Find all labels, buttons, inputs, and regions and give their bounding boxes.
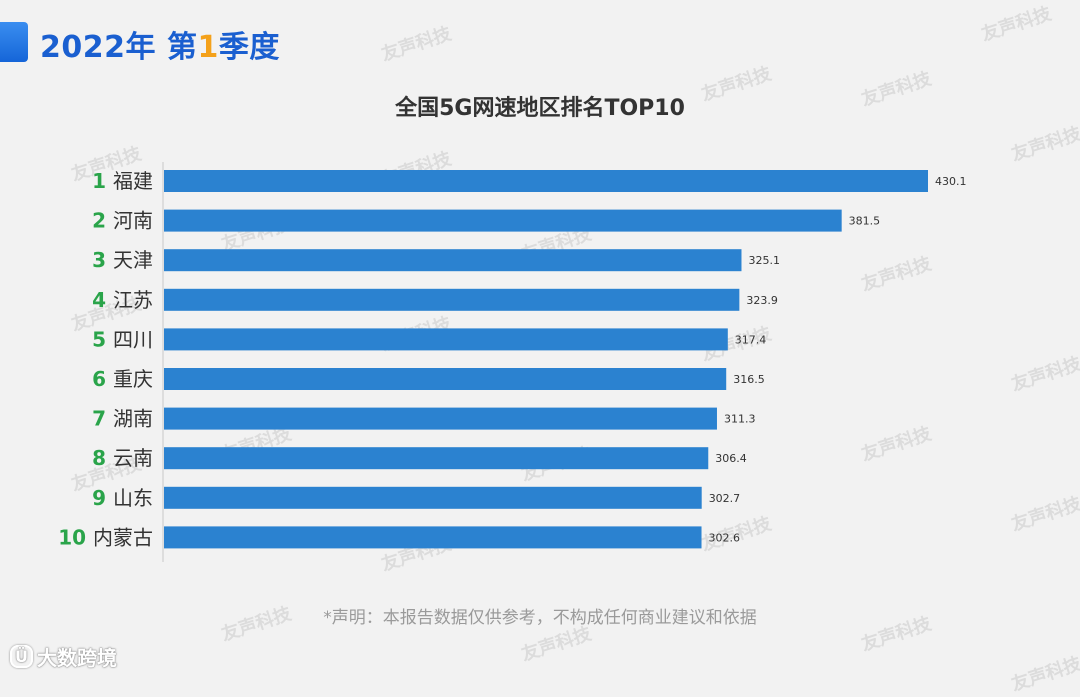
rank-number: 3 <box>92 248 113 272</box>
chart-title: 全国5G网速地区排名TOP10 <box>395 96 685 121</box>
rank-number: 6 <box>92 367 113 391</box>
category-label: 3 天津 <box>92 248 153 272</box>
data-label: 381.5 <box>849 215 881 228</box>
category-label: 4 江苏 <box>92 288 153 312</box>
bar <box>164 209 842 232</box>
category-label: 10 内蒙古 <box>58 525 153 549</box>
region-name: 四川 <box>113 327 153 351</box>
data-label: 302.7 <box>709 492 741 505</box>
bar <box>164 170 928 192</box>
rank-number: 10 <box>58 525 93 549</box>
data-label: 430.1 <box>935 175 967 188</box>
rank-number: 2 <box>92 209 113 233</box>
category-label: 2 河南 <box>92 209 153 233</box>
rank-number: 5 <box>92 327 113 351</box>
data-label: 316.5 <box>733 373 765 386</box>
data-label: 311.3 <box>724 413 756 426</box>
region-name: 湖南 <box>113 407 153 431</box>
category-label: 9 山东 <box>92 486 153 510</box>
page-title-quarter-number: 1 <box>197 30 219 65</box>
rank-number: 4 <box>92 288 113 312</box>
region-name: 山东 <box>113 486 153 510</box>
page-title: 2022年 第1季度 <box>40 22 280 66</box>
region-name: 江苏 <box>113 288 153 312</box>
brand-logo-icon: Ü <box>10 645 33 668</box>
region-name: 重庆 <box>113 367 153 391</box>
disclaimer-text: *声明：本报告数据仅供参考，不构成任何商业建议和依据 <box>323 608 757 628</box>
data-label: 306.4 <box>715 452 747 465</box>
region-name: 内蒙古 <box>93 525 153 549</box>
bar-chart: 1 福建 430.1 2 河南 381.5 3 天津 325.1 4 江苏 323.9 5 四川… <box>58 162 967 562</box>
bar <box>164 526 702 549</box>
rank-number: 8 <box>92 446 113 470</box>
data-label: 323.9 <box>746 294 778 307</box>
bar <box>164 447 709 470</box>
data-label: 325.1 <box>748 254 780 267</box>
region-name: 云南 <box>113 446 153 470</box>
rank-number: 7 <box>92 407 113 431</box>
bar <box>164 288 740 311</box>
rank-number: 9 <box>92 486 113 510</box>
category-label: 8 云南 <box>92 446 153 470</box>
region-name: 河南 <box>113 209 153 233</box>
data-label: 302.6 <box>709 531 741 544</box>
category-label: 1 福建 <box>92 169 153 193</box>
bar <box>164 328 728 351</box>
footer-logo: Ü 大数跨境 <box>10 642 117 671</box>
category-label: 5 四川 <box>92 327 153 351</box>
header-accent-bar <box>0 22 28 62</box>
region-name: 福建 <box>113 169 153 193</box>
data-label: 317.4 <box>735 333 767 346</box>
footer-logo-label: 大数跨境 <box>37 646 117 670</box>
bar <box>164 368 727 390</box>
region-name: 天津 <box>113 248 153 272</box>
page-title-prefix: 2022年 第 <box>40 30 198 65</box>
bar <box>164 486 702 509</box>
page-title-suffix: 季度 <box>218 30 280 65</box>
bar <box>164 249 742 272</box>
rank-number: 1 <box>92 169 113 193</box>
bar <box>164 407 717 430</box>
category-label: 7 湖南 <box>92 407 153 431</box>
category-label: 6 重庆 <box>92 367 153 391</box>
